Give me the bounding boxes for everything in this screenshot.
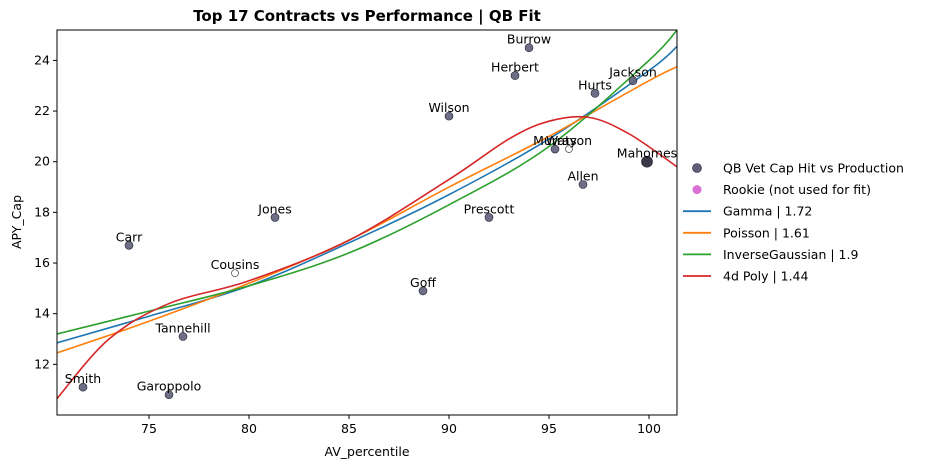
point-label-2: Jackson	[608, 65, 657, 80]
y-tick-label-0: 12	[34, 356, 50, 371]
data-point-2	[628, 76, 638, 85]
x-axis-label: AV_percentile	[324, 444, 409, 459]
data-point-11	[124, 240, 134, 250]
data-point-15	[78, 382, 88, 392]
legend-label-1: Rookie (not used for fit)	[723, 182, 871, 197]
point-label-12: Cousins	[211, 257, 260, 272]
point-label-7: Mahomes	[617, 146, 677, 161]
data-point-13	[418, 286, 428, 296]
point-label-16: Garoppolo	[137, 379, 202, 394]
point-label-8: Allen	[567, 169, 598, 184]
x-tick-label-2: 85	[341, 421, 357, 436]
data-point-4	[444, 111, 454, 121]
data-point-14	[178, 332, 188, 341]
y-tick-label-6: 24	[34, 52, 50, 67]
y-tick-label-5: 22	[34, 103, 50, 118]
y-tick-label-3: 18	[34, 204, 50, 219]
point-label-11: Carr	[116, 229, 143, 244]
data-point-16	[164, 390, 174, 400]
x-tick-label-1: 80	[241, 421, 257, 436]
y-tick-label-1: 14	[34, 306, 50, 321]
legend-marker-0	[692, 163, 702, 173]
data-point-8	[578, 180, 588, 189]
data-point-12	[231, 269, 239, 278]
fit-lines	[57, 30, 677, 400]
legend-label-2: Gamma | 1.72	[723, 204, 812, 219]
fit-line-1	[57, 66, 677, 354]
point-label-10: Jones	[257, 201, 291, 216]
legend-label-4: InverseGaussian | 1.9	[723, 247, 858, 262]
data-point-9	[484, 213, 494, 222]
point-label-4: Wilson	[428, 100, 469, 115]
fit-line-3	[57, 115, 677, 400]
x-tick-label-0: 75	[141, 421, 157, 436]
legend-label-3: Poisson | 1.61	[723, 225, 810, 240]
x-tick-label-3: 90	[441, 421, 457, 436]
legend: QB Vet Cap Hit vs Production Rookie (not …	[683, 161, 904, 284]
legend-label-5: 4d Poly | 1.44	[723, 269, 809, 284]
point-label-0: Burrow	[507, 32, 551, 47]
x-tick-label-5: 100	[637, 421, 661, 436]
y-tick-label-4: 20	[34, 154, 50, 169]
point-label-3: Hurts	[578, 77, 612, 92]
data-point-6	[565, 145, 573, 153]
point-label-13: Goff	[410, 275, 436, 290]
point-label-5: Murray	[533, 133, 577, 148]
point-label-9: Prescott	[464, 201, 515, 216]
legend-label-0: QB Vet Cap Hit vs Production	[723, 161, 904, 176]
point-label-6: Watson	[546, 133, 592, 148]
data-point-0	[524, 43, 534, 53]
fit-line-2	[57, 30, 677, 335]
point-label-1: Herbert	[491, 60, 539, 75]
legend-marker-1	[692, 185, 702, 195]
x-tick-label-4: 95	[541, 421, 557, 436]
scatter-points	[78, 43, 653, 400]
plot-frame	[56, 29, 678, 416]
data-point-10	[270, 213, 280, 222]
data-point-5	[550, 144, 560, 154]
point-label-14: Tannehill	[154, 320, 210, 335]
axes: 75 80 85 90 95 100 12 14 16 18 20 22 24	[34, 29, 678, 436]
chart-title: Top 17 Contracts vs Performance | QB Fit	[193, 7, 541, 26]
y-axis-label: APY_Cap	[9, 195, 24, 249]
point-label-15: Smith	[65, 371, 101, 386]
data-point-7	[641, 155, 653, 168]
y-tick-label-2: 16	[34, 255, 50, 270]
data-point-1	[510, 71, 520, 80]
data-point-3	[590, 89, 600, 98]
fit-line-0	[57, 45, 677, 344]
